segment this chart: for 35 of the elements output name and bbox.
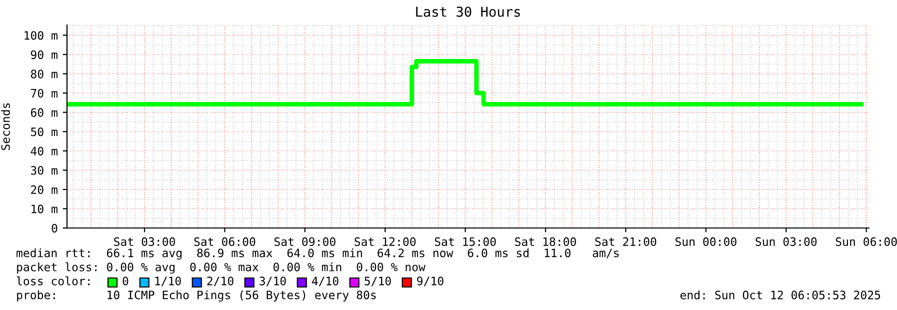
legend-label: 0 — [122, 276, 128, 286]
chart-title: Last 30 Hours — [416, 6, 520, 17]
y-tick-label: 0 — [52, 224, 58, 233]
y-tick-label: 100 m — [24, 31, 58, 40]
x-tick-label: Sat 18:00 — [515, 237, 576, 246]
x-tick-label: Sat 06:00 — [194, 237, 256, 246]
text: probe: 10 ICMP Echo Pings (56 Bytes) every 80s — [17, 290, 376, 302]
legend-label: 5/10 — [364, 276, 391, 286]
x-tick-label: Sat 15:00 — [434, 237, 496, 246]
y-tick-label: 70 m — [30, 88, 58, 98]
y-tick-label: 90 m — [30, 50, 58, 60]
legend-label: 1/10 — [155, 276, 181, 286]
x-tick-label: Sat 09:00 — [274, 237, 336, 246]
x-tick-label: Sat 21:00 — [595, 237, 656, 246]
x-tick-label: Sun 06:00 — [836, 237, 897, 246]
legend-label: 4/10 — [312, 276, 338, 286]
y-tick-label: 50 m — [31, 127, 58, 136]
legend-label: 2/10 — [207, 276, 234, 286]
x-tick-label: Sun 00:00 — [675, 237, 736, 246]
y-axis-title: Seconds — [1, 103, 10, 150]
x-tick-label: Sat 03:00 — [114, 237, 176, 246]
y-tick-label: 80 m — [30, 70, 58, 78]
y-tick-label: 10 m — [32, 204, 58, 214]
x-tick-label: Sat 12:00 — [354, 237, 416, 246]
y-tick-label: 40 m — [30, 146, 58, 156]
y-tick-label: 20 m — [31, 185, 58, 194]
y-tick-label: 30 m — [30, 166, 58, 175]
legend-title: loss color: — [16, 276, 90, 286]
text: packet loss: 0.00 % avg 0.00 % max 0.00 % min 0.00 % now — [17, 262, 426, 274]
legend-label: 9/10 — [417, 276, 444, 286]
text: end: Sun Oct 12 06:05:53 2025 — [680, 290, 880, 300]
y-tick-label: 60 m — [30, 108, 58, 117]
legend-label: 3/10 — [260, 276, 286, 286]
text: median rtt: 66.1 ms avg 86.9 ms max 64.0 ms min 64.2 ms now 6.0 ms sd 11.0 am/s — [16, 248, 619, 260]
x-tick-label: Sun 03:00 — [756, 237, 817, 246]
